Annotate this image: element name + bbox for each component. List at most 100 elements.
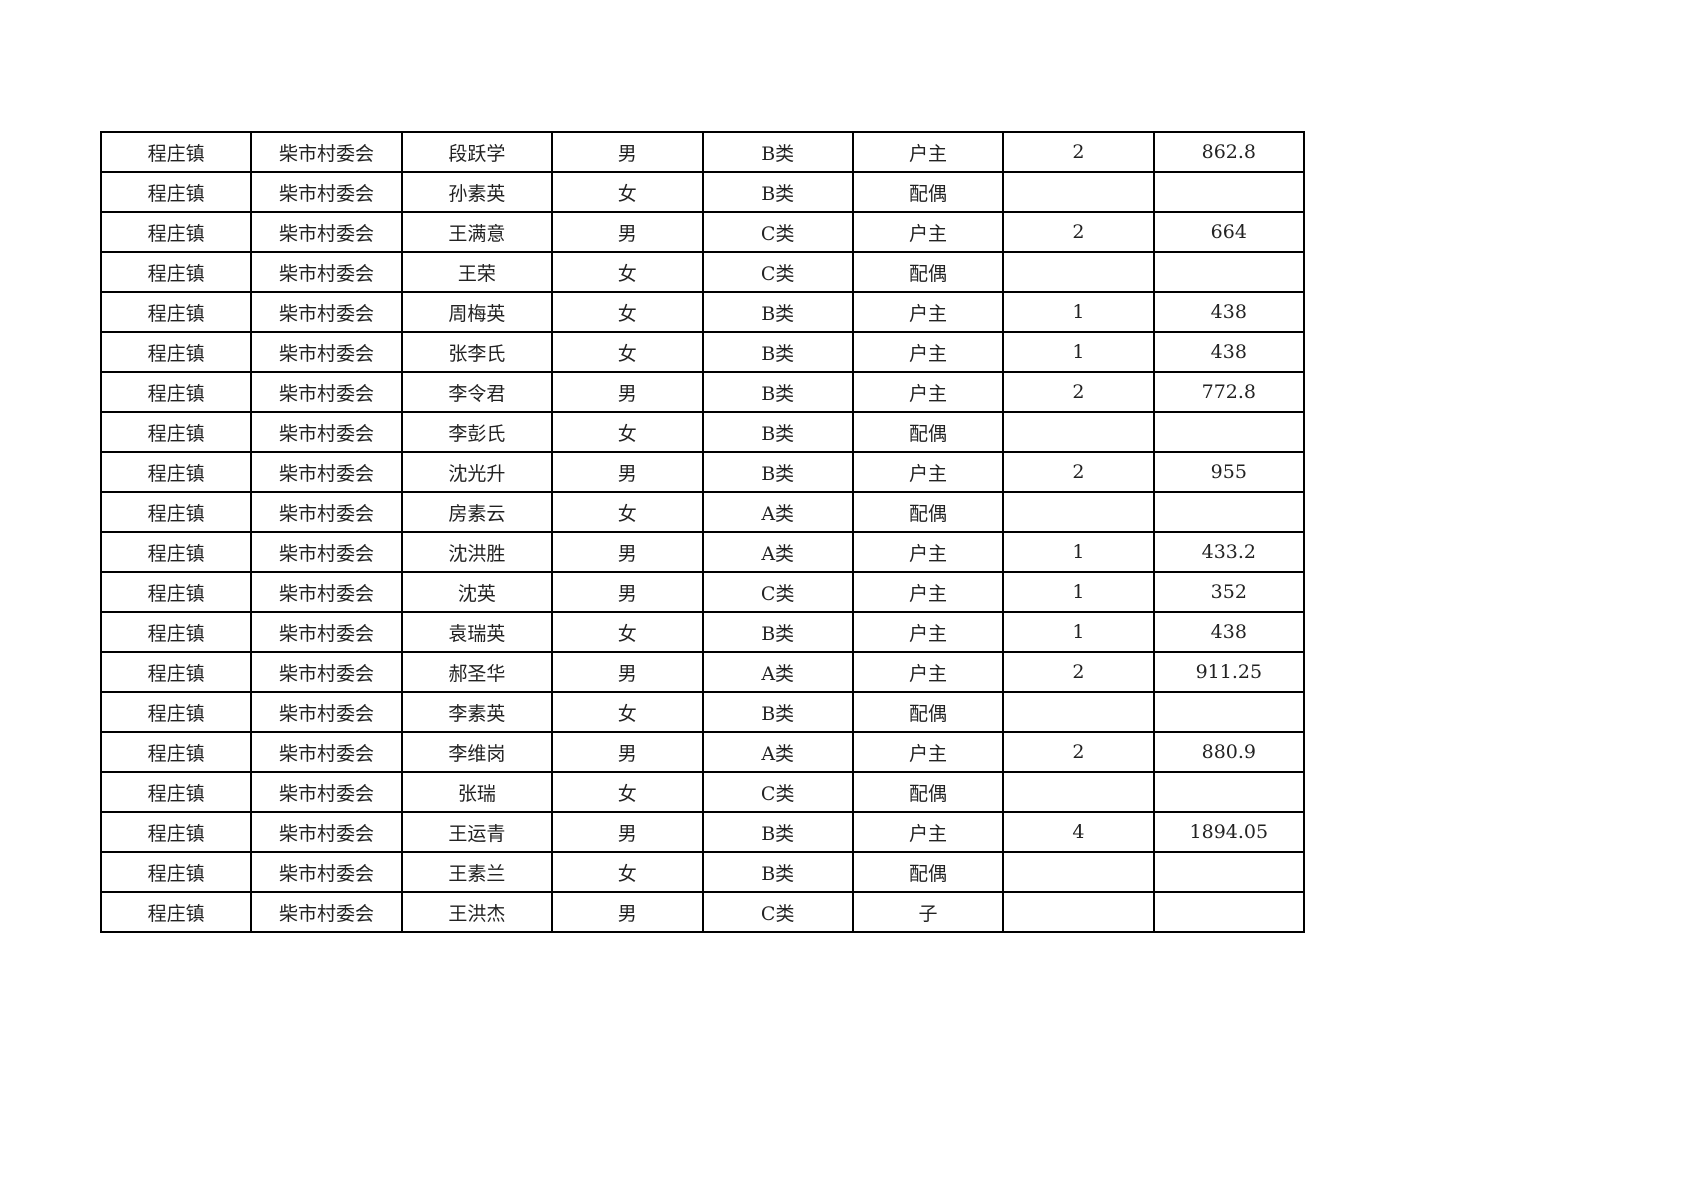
cell-category: B类 (701, 411, 854, 453)
cell-name: 李令君 (400, 371, 554, 413)
cell-amount: 664 (1152, 211, 1306, 253)
table-row: 程庄镇 柴市村委会 段跃学男 B类 户主 2 862.8 (99, 131, 1306, 173)
table-row: 程庄镇 柴市村委会 李彭氏女 B类 配偶 (99, 411, 1306, 453)
cell-gender: 女 (551, 291, 704, 333)
cell-category: C类 (701, 891, 854, 933)
cell-village-committee: 柴市村委会 (250, 131, 403, 173)
cell-name: 沈洪胜 (400, 531, 554, 573)
cell-household-size: 4 (1002, 811, 1155, 853)
cell-household-size (1002, 851, 1155, 893)
cell-household-size: 1 (1002, 571, 1155, 613)
cell-category: A类 (701, 531, 854, 573)
cell-household-size: 2 (1002, 371, 1155, 413)
cell-relation: 户主 (851, 331, 1005, 373)
table-row: 程庄镇 柴市村委会 王满意男 C类 户主 2 664 (99, 211, 1306, 253)
cell-name: 张瑞 (400, 771, 554, 813)
table-row: 程庄镇 柴市村委会 沈洪胜男 A类 户主 1 433.2 (99, 531, 1306, 573)
cell-amount (1152, 491, 1306, 533)
cell-household-size: 2 (1002, 731, 1155, 773)
cell-household-size: 2 (1002, 451, 1155, 493)
cell-household-size (1002, 491, 1155, 533)
cell-gender: 男 (551, 651, 704, 693)
cell-amount: 438 (1152, 291, 1306, 333)
cell-relation: 户主 (851, 531, 1005, 573)
cell-gender: 女 (551, 851, 704, 893)
cell-village-committee: 柴市村委会 (250, 491, 403, 533)
cell-village-committee: 柴市村委会 (250, 411, 403, 453)
cell-category: B类 (701, 811, 854, 853)
cell-name: 袁瑞英 (400, 611, 554, 653)
cell-village-committee: 柴市村委会 (250, 251, 403, 293)
cell-category: C类 (701, 571, 854, 613)
cell-relation: 户主 (851, 451, 1005, 493)
cell-town: 程庄镇 (99, 691, 253, 733)
cell-town: 程庄镇 (99, 331, 253, 373)
cell-category: B类 (701, 371, 854, 413)
cell-town: 程庄镇 (99, 731, 253, 773)
cell-town: 程庄镇 (99, 451, 253, 493)
cell-household-size (1002, 891, 1155, 933)
cell-household-size: 1 (1002, 291, 1155, 333)
table-row: 程庄镇 柴市村委会 王运青男 B类 户主 4 1894.05 (99, 811, 1306, 853)
cell-name: 孙素英 (400, 171, 554, 213)
cell-town: 程庄镇 (99, 771, 253, 813)
cell-category: B类 (701, 131, 854, 173)
cell-town: 程庄镇 (99, 531, 253, 573)
cell-amount: 433.2 (1152, 531, 1306, 573)
cell-town: 程庄镇 (99, 251, 253, 293)
cell-gender: 男 (551, 811, 704, 853)
cell-village-committee: 柴市村委会 (250, 611, 403, 653)
cell-name: 李彭氏 (400, 411, 554, 453)
cell-town: 程庄镇 (99, 811, 253, 853)
cell-gender: 女 (551, 771, 704, 813)
cell-category: B类 (701, 691, 854, 733)
cell-gender: 男 (551, 571, 704, 613)
cell-village-committee: 柴市村委会 (250, 651, 403, 693)
cell-town: 程庄镇 (99, 611, 253, 653)
cell-village-committee: 柴市村委会 (250, 891, 403, 933)
cell-name: 段跃学 (400, 131, 554, 173)
cell-relation: 户主 (851, 371, 1005, 413)
table-row: 程庄镇 柴市村委会 孙素英女 B类 配偶 (99, 171, 1306, 213)
cell-relation: 子 (851, 891, 1005, 933)
cell-category: B类 (701, 331, 854, 373)
cell-category: A类 (701, 491, 854, 533)
table-row: 程庄镇 柴市村委会 袁瑞英女 B类 户主 1 438 (99, 611, 1306, 653)
cell-town: 程庄镇 (99, 171, 253, 213)
cell-village-committee: 柴市村委会 (250, 531, 403, 573)
cell-gender: 男 (551, 451, 704, 493)
cell-household-size: 2 (1002, 211, 1155, 253)
cell-category: A类 (701, 651, 854, 693)
cell-relation: 户主 (851, 211, 1005, 253)
cell-household-size (1002, 691, 1155, 733)
cell-relation: 户主 (851, 611, 1005, 653)
cell-amount: 911.25 (1152, 651, 1306, 693)
cell-village-committee: 柴市村委会 (250, 691, 403, 733)
cell-gender: 女 (551, 411, 704, 453)
cell-village-committee: 柴市村委会 (250, 331, 403, 373)
cell-relation: 户主 (851, 571, 1005, 613)
cell-gender: 男 (551, 731, 704, 773)
cell-relation: 配偶 (851, 251, 1005, 293)
cell-household-size (1002, 771, 1155, 813)
cell-amount (1152, 851, 1306, 893)
cell-amount (1152, 691, 1306, 733)
household-table: 程庄镇 柴市村委会 段跃学男 B类 户主 2 862.8 程庄镇 柴市村委会 孙素英女 B类 配偶 程庄… (99, 131, 1306, 933)
table-row: 程庄镇 柴市村委会 周梅英女 B类 户主 1 438 (99, 291, 1306, 333)
cell-town: 程庄镇 (99, 411, 253, 453)
cell-amount (1152, 411, 1306, 453)
table-row: 程庄镇 柴市村委会 李维岗男 A类 户主 2 880.9 (99, 731, 1306, 773)
cell-name: 沈英 (400, 571, 554, 613)
cell-gender: 男 (551, 211, 704, 253)
cell-village-committee: 柴市村委会 (250, 291, 403, 333)
cell-amount: 880.9 (1152, 731, 1306, 773)
cell-amount: 438 (1152, 331, 1306, 373)
cell-name: 房素云 (400, 491, 554, 533)
cell-category: B类 (701, 291, 854, 333)
table-row: 程庄镇 柴市村委会 张瑞女 C类 配偶 (99, 771, 1306, 813)
cell-household-size (1002, 171, 1155, 213)
cell-category: C类 (701, 251, 854, 293)
cell-relation: 户主 (851, 731, 1005, 773)
cell-gender: 女 (551, 611, 704, 653)
cell-village-committee: 柴市村委会 (250, 571, 403, 613)
